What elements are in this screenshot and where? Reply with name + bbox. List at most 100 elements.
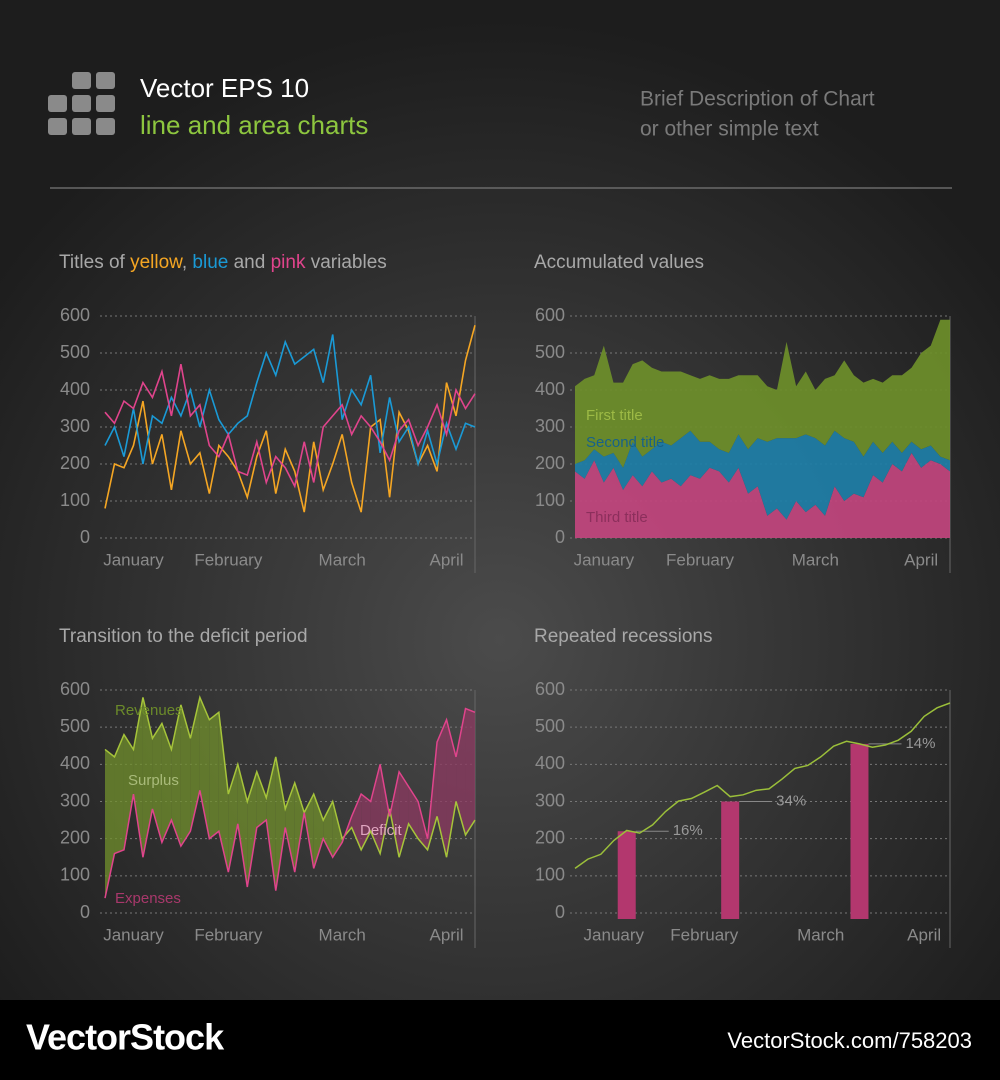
footer-band	[0, 1000, 1000, 1080]
surplus-fill	[199, 697, 210, 839]
surplus-fill	[256, 771, 267, 828]
y-tick-label: 300	[60, 790, 90, 810]
y-tick-label: 500	[60, 716, 90, 736]
stacked-area	[575, 452, 950, 538]
surplus-fill	[285, 782, 295, 873]
surplus-fill	[161, 723, 172, 843]
x-tick-label: January	[574, 550, 635, 569]
deficit-fill	[456, 708, 466, 835]
y-tick-label: 400	[60, 379, 90, 399]
y-tick-label: 100	[535, 490, 565, 510]
deficit-fill	[437, 719, 447, 858]
surplus-fill	[247, 771, 257, 887]
series-label: First title	[586, 407, 643, 424]
y-tick-label: 0	[80, 902, 90, 922]
y-tick-label: 500	[535, 342, 565, 362]
title-part: variables	[305, 252, 386, 273]
x-tick-label: February	[194, 925, 263, 944]
x-tick-label: April	[904, 550, 938, 569]
stacked-area	[575, 430, 950, 520]
surplus-fill	[304, 794, 314, 869]
y-tick-label: 300	[535, 416, 565, 436]
y-tick-label: 400	[535, 379, 565, 399]
x-tick-label: April	[430, 550, 464, 569]
line-series	[104, 707, 476, 899]
title-part: ,	[182, 252, 193, 273]
y-tick-label: 100	[60, 490, 90, 510]
y-tick-label: 200	[60, 453, 90, 473]
x-tick-label: March	[319, 550, 366, 569]
y-tick-label: 500	[535, 716, 565, 736]
deficit-fill	[408, 786, 419, 839]
chart-title: Repeated recessions	[534, 626, 713, 647]
deficit-fill	[351, 794, 362, 850]
y-tick-label: 500	[60, 342, 90, 362]
surplus-fill	[123, 734, 134, 850]
x-tick-label: March	[319, 925, 366, 944]
series-label: Expenses	[115, 890, 181, 907]
x-tick-label: January	[103, 550, 164, 569]
line-series	[574, 702, 951, 870]
surplus-fill	[209, 712, 219, 839]
header-subtitle: line and area charts	[140, 110, 368, 140]
x-tick-label: February	[670, 925, 739, 944]
x-tick-label: March	[797, 925, 844, 944]
surplus-fill	[105, 749, 115, 899]
annotation: 34%	[776, 792, 806, 809]
y-tick-label: 200	[535, 827, 565, 847]
deficit-fill	[465, 708, 475, 835]
x-tick-label: February	[666, 550, 735, 569]
y-tick-label: 600	[60, 305, 90, 325]
series-label: Third title	[586, 509, 648, 526]
header-title: Vector EPS 10	[140, 73, 309, 103]
y-tick-label: 100	[60, 865, 90, 885]
logo-icon	[48, 72, 115, 135]
deficit-fill	[380, 764, 390, 854]
y-tick-label: 300	[60, 416, 90, 436]
bar	[617, 831, 636, 919]
line-series	[104, 334, 476, 468]
y-tick-label: 200	[535, 453, 565, 473]
title-part: pink	[271, 252, 306, 273]
surplus-fill	[275, 756, 286, 891]
x-tick-label: February	[194, 550, 263, 569]
surplus-fill	[294, 782, 305, 873]
deficit-fill	[370, 764, 381, 854]
footer-brand: VectorStock	[26, 1017, 225, 1058]
chart-title: Titles of yellow, blue and pink variable…	[59, 252, 387, 273]
annotation: 14%	[905, 735, 935, 752]
y-tick-label: 200	[60, 827, 90, 847]
y-tick-label: 100	[535, 865, 565, 885]
surplus-fill	[332, 801, 343, 858]
y-tick-label: 300	[535, 790, 565, 810]
line-series	[104, 363, 476, 489]
x-tick-label: April	[907, 925, 941, 944]
annotation: Deficit	[360, 822, 403, 839]
series-label: Second title	[586, 434, 664, 451]
y-tick-label: 0	[555, 902, 565, 922]
x-tick-label: March	[792, 550, 839, 569]
footer-url: VectorStock.com/758203	[727, 1028, 972, 1053]
surplus-fill	[152, 723, 162, 843]
x-tick-label: January	[103, 925, 164, 944]
chart-title: Accumulated values	[534, 252, 704, 273]
annotation: 16%	[673, 822, 703, 839]
line-series	[104, 695, 476, 858]
title-part: yellow	[130, 252, 183, 273]
title-part: and	[228, 252, 270, 273]
description: or other simple text	[640, 118, 819, 141]
title-part: Titles of	[59, 252, 130, 273]
chart-title: Transition to the deficit period	[59, 626, 308, 647]
surplus-fill	[313, 794, 324, 869]
y-tick-label: 600	[60, 679, 90, 699]
description: Brief Description of Chart	[640, 88, 875, 111]
surplus-fill	[114, 734, 124, 854]
x-tick-label: January	[584, 925, 645, 944]
y-tick-label: 600	[535, 679, 565, 699]
y-tick-label: 0	[80, 527, 90, 547]
annotation: Surplus	[128, 772, 179, 789]
y-tick-label: 400	[535, 753, 565, 773]
x-tick-label: April	[430, 925, 464, 944]
deficit-fill	[389, 771, 400, 858]
